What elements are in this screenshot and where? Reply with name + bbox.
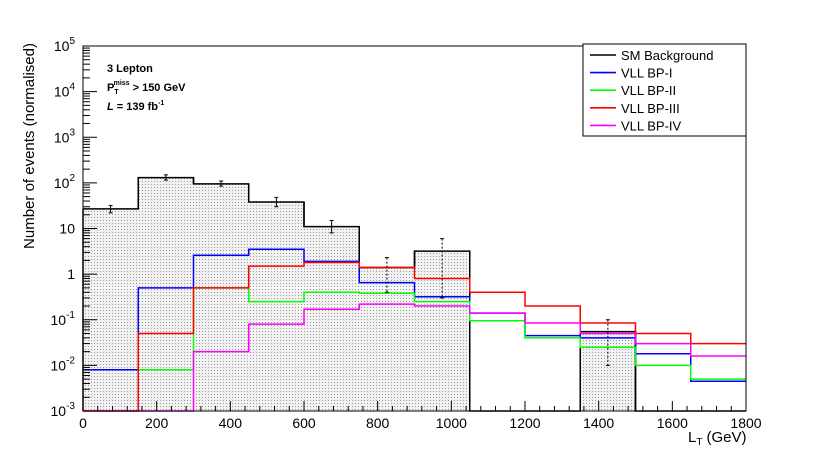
background-bin-fill [580,331,636,411]
x-tick-label: 400 [219,415,243,431]
background-bin-fill [304,226,360,411]
annotation-line3: L = 139 fb-1 [107,100,164,113]
y-tick-label: 105 [54,36,76,54]
background-histogram [83,177,636,411]
annotation-line2: PTmiss > 150 GeV [107,80,186,96]
y-axis-title: Number of events (normalised) [21,43,38,249]
x-axis-title: LT (GeV) [688,429,746,448]
legend-label-sm-background: SM Background [621,48,714,63]
x-tick-label: 1000 [436,415,467,431]
y-tick-label: 10-1 [51,310,76,328]
x-tick-label: 0 [79,415,87,431]
x-tick-label: 200 [145,415,169,431]
background-bin-fill [193,183,249,411]
y-tick-label: 104 [54,82,76,100]
x-tick-label: 600 [292,415,316,431]
legend-marker-vll-bp-iv [602,124,604,127]
legend-label-vll-bp-i: VLL BP-I [621,66,673,81]
annotation-line1: 3 Lepton [107,63,153,75]
legend-label-vll-bp-ii: VLL BP-II [621,83,676,98]
error-bars [108,174,610,366]
series-line-vll-bp-iv [83,303,746,412]
y-tick-label: 10-2 [51,355,76,373]
x-tick-label: 1800 [730,415,761,431]
legend-marker-vll-bp-iii [602,106,604,109]
x-tick-label: 1600 [657,415,688,431]
x-tick-label: 1400 [583,415,614,431]
background-bin-fill [414,251,470,411]
legend-label-vll-bp-iii: VLL BP-III [621,101,680,116]
series-line-vll-bp-iii [83,261,746,412]
legend-marker-vll-bp-ii [602,89,604,92]
y-tick-label: 1 [67,266,75,282]
axes: 0 200 400 600 800 1000 1200 1400 1600 1800 10-3 10-… [51,36,762,431]
background-bin-fill [138,177,194,411]
y-tick-label: 10 [59,221,75,237]
legend: SM Background VLL BP-I VLL BP-II VLL BP-III… [582,43,747,137]
y-tick-label: 102 [54,173,76,191]
y-tick-label: 10-3 [51,401,76,419]
background-bin-fill [83,208,139,411]
legend-label-vll-bp-iv: VLL BP-IV [621,118,682,133]
x-tick-label: 1200 [509,415,540,431]
x-tick-label: 800 [366,415,390,431]
y-tick-label: 103 [54,127,76,145]
background-bin-fill [248,202,304,411]
background-bin-fill [359,267,415,411]
legend-marker-vll-bp-i [602,71,604,74]
annotation-block: 3 Lepton PTmiss > 150 GeV L = 139 fb-1 [107,63,186,113]
